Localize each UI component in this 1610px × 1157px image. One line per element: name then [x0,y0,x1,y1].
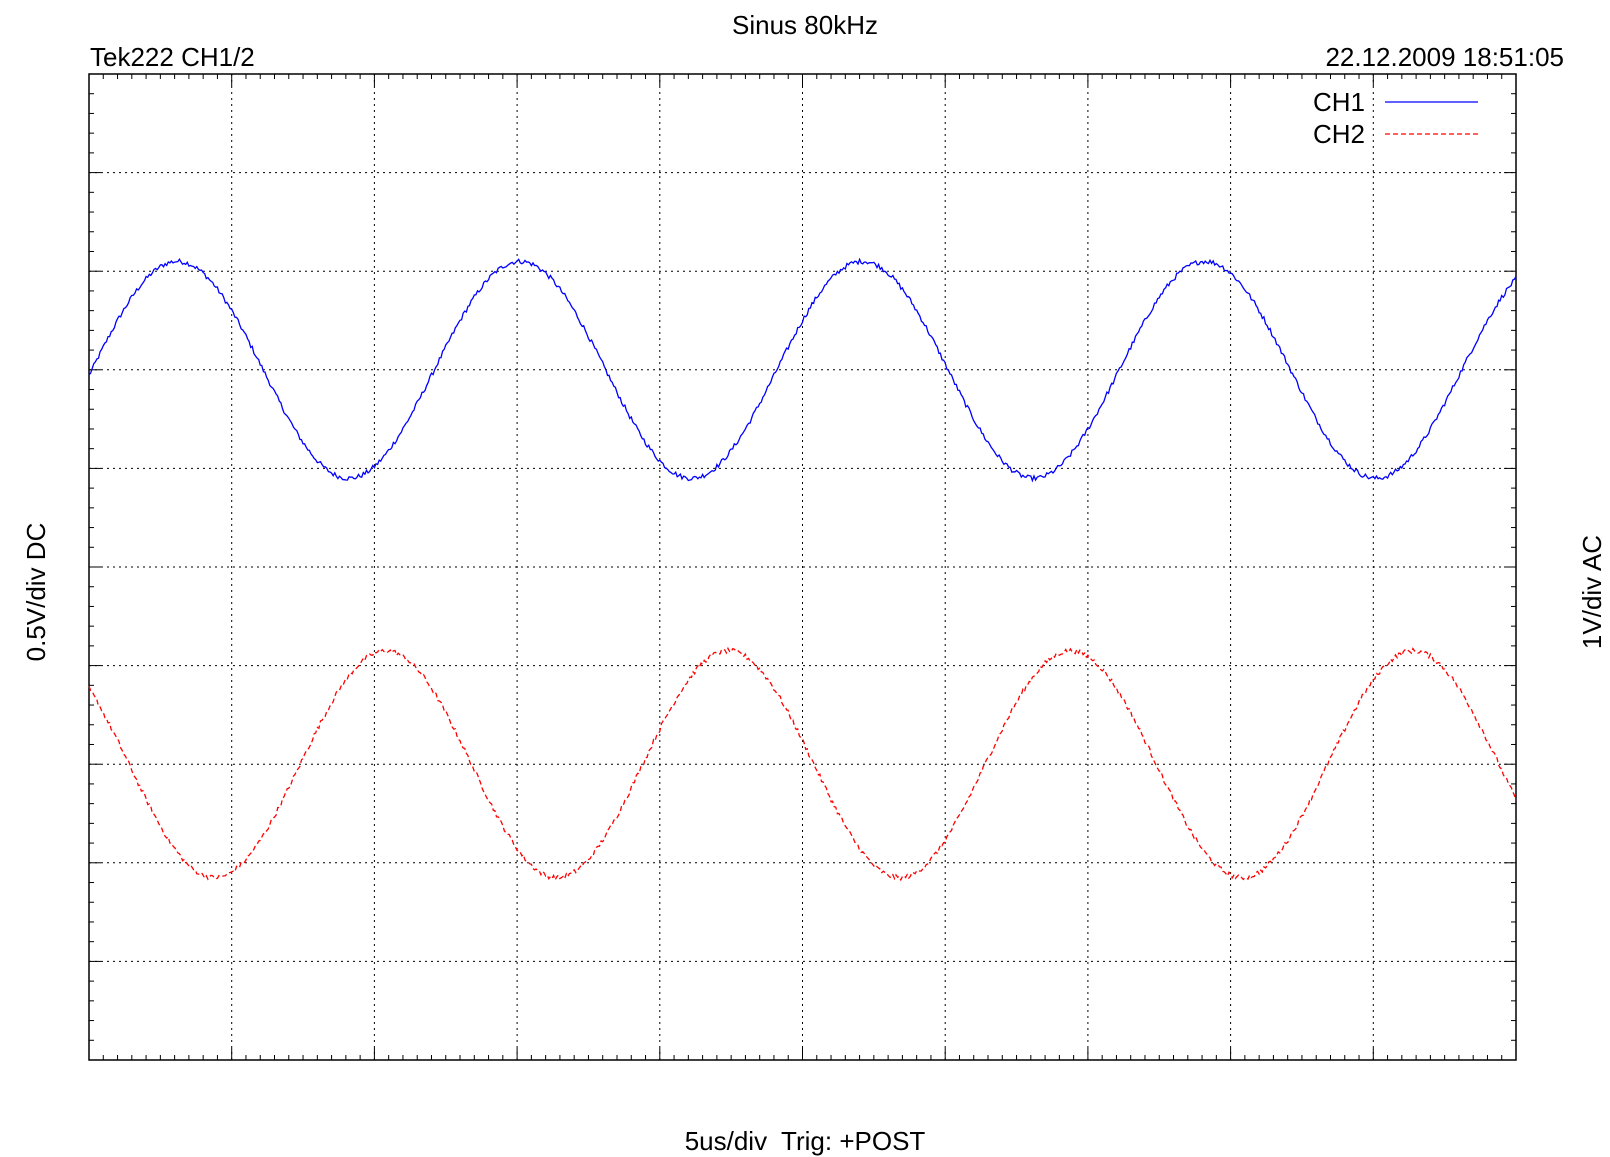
y-axis-label-right: 1V/div AC [1577,534,1607,650]
trace-ch1 [88,257,1517,483]
axis-ticks [88,73,1517,1061]
plot-frame [88,73,1517,1061]
instrument-label: Tek222 CH1/2 [90,42,255,72]
legend-label-ch1: CH1 [1313,87,1365,117]
x-axis-label: 5us/div Trig: +POST [684,1126,926,1156]
chart-title: Sinus 80kHz [732,10,878,40]
y-axis-label-left: 0.5V/div DC [21,522,51,662]
legend-label-ch2: CH2 [1313,119,1365,149]
timestamp: 22.12.2009 18:51:05 [1325,42,1564,72]
traces [88,257,1517,882]
trace-ch2 [88,646,1517,882]
grid [89,74,1516,1060]
